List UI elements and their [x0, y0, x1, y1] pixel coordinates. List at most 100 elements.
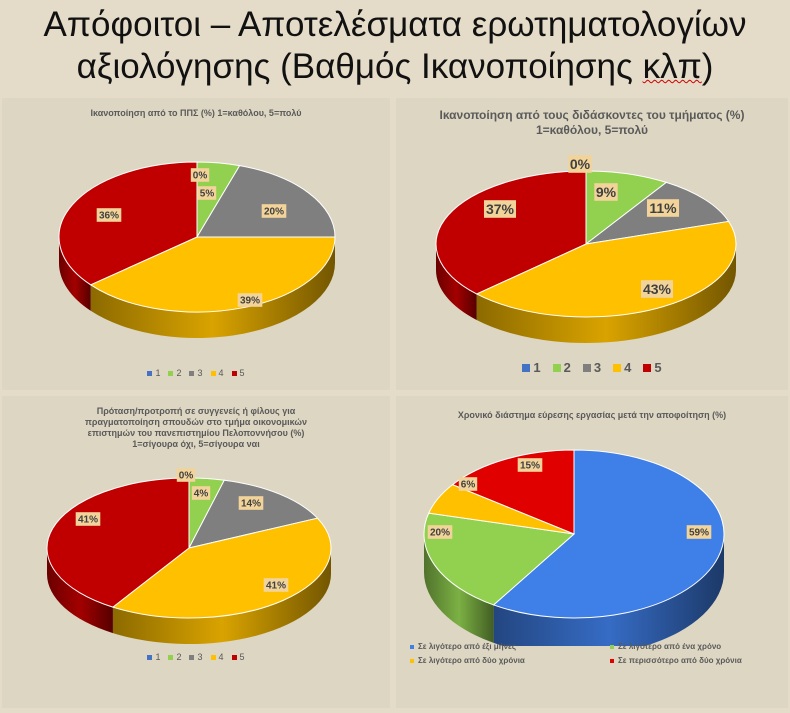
data-label-bg: [458, 477, 478, 491]
data-label: 11%: [649, 200, 677, 216]
data-label-bg: [75, 512, 101, 526]
data-label-bg: [483, 200, 517, 218]
legend-swatch: [168, 654, 174, 660]
pie-slice-3: [188, 479, 319, 549]
pie-side-4: [112, 548, 331, 644]
data-label-bg: [594, 183, 618, 201]
legend-item: 2: [168, 368, 181, 378]
chart-panel-2: Ικανοποίηση από τους διδάσκοντες του τμή…: [396, 98, 788, 390]
chart2-title-text: Ικανοποίηση από τους διδάσκοντες του τμή…: [439, 108, 745, 137]
legend-label: 4: [218, 652, 224, 662]
pie-slice-1: [492, 449, 725, 619]
legend-swatch: [189, 370, 195, 376]
chart3-title: Πρόταση/προτροπή σε συγγενείς ή φίλους γ…: [2, 406, 390, 450]
data-label: 37%: [486, 201, 515, 217]
legend-label: 2: [176, 652, 182, 662]
chart-panel-4: Χρονικό διάστημα εύρεσης εργασίας μετά τ…: [396, 396, 788, 708]
legend-item: 5: [643, 360, 662, 375]
legend-item: 4: [210, 652, 224, 662]
pie-slice-5: [435, 170, 587, 295]
pie-slice-2: [423, 512, 576, 606]
legend-item: 2: [552, 360, 571, 375]
data-label: 39%: [240, 296, 260, 307]
chart4-legend: Σε λιγότερο από έξι μήνες Σε λιγότερο από…: [396, 638, 788, 668]
legend-item: Σε περισσότερο από δύο χρόνια: [610, 656, 742, 665]
legend-swatch: [610, 658, 614, 663]
legend-swatch: [410, 658, 414, 663]
legend-swatch: [643, 363, 652, 372]
chart2-pie: 0% 9% 11% 43% 37%: [435, 155, 737, 343]
data-label-bg: [238, 496, 264, 510]
data-label-bg: [427, 525, 453, 539]
pie-labels: 59% 20% 6% 15%: [427, 458, 712, 539]
chart2-legend: 1 2 3 4 5: [396, 360, 788, 375]
chart3-title-line: 1=σίγουρα όχι, 5=σίγουρα ναι: [132, 439, 260, 449]
legend-item: 2: [168, 652, 181, 662]
legend-item: 5: [231, 368, 245, 378]
legend-label: 4: [624, 360, 632, 375]
pie-side-4: [476, 244, 736, 343]
title-line2-prefix: αξιολόγησης (Βαθμός Ικανοποίησης: [76, 47, 643, 86]
data-label: 0%: [570, 156, 591, 172]
data-label-bg: [197, 186, 217, 200]
legend-swatch: [410, 644, 414, 649]
legend-label: 2: [176, 368, 182, 378]
legend-label: Σε λιγότερο από δύο χρόνια: [418, 656, 525, 665]
pie-labels: 0% 9% 11% 43% 37%: [483, 155, 680, 298]
data-label-bg: [640, 280, 674, 298]
slide-title-line2: αξιολόγησης (Βαθμός Ικανοποίησης κλπ): [0, 46, 790, 88]
legend-label: 2: [563, 360, 571, 375]
legend-swatch: [231, 654, 237, 660]
legend-swatch: [552, 363, 561, 372]
data-label: 15%: [520, 461, 540, 472]
data-label: 9%: [596, 184, 617, 200]
data-label: 14%: [241, 499, 261, 510]
data-label-bg: [517, 458, 543, 472]
legend-label: 3: [197, 652, 203, 662]
chart3-title-line: πραγματοποίηση σπουδών στο τμήμα οικονομ…: [85, 417, 307, 427]
data-label-bg: [176, 468, 196, 482]
chart1-legend: 1 2 3 4 5: [2, 368, 390, 378]
chart-panel-1: Ικανοποίηση από το ΠΠΣ (%) 1=καθόλου, 5=…: [2, 98, 390, 390]
chart4-pie: 59% 20% 6% 15%: [423, 449, 725, 646]
pie-slice-5: [58, 161, 198, 286]
legend-item: 1: [522, 360, 541, 375]
legend-item: Σε λιγότερο από έξι μήνες: [410, 642, 516, 651]
legend-label: 4: [218, 368, 224, 378]
legend-swatch: [610, 644, 614, 649]
pie-slice-3: [196, 165, 336, 238]
pie-side-4: [90, 237, 335, 338]
legend-swatch: [613, 363, 622, 372]
legend-swatch: [582, 363, 591, 372]
chart3-title-line: Πρόταση/προτροπή σε συγγενείς ή φίλους γ…: [96, 406, 296, 416]
chart3-pie: 0%4% 14% 41% 41%: [46, 468, 332, 644]
data-label-bg: [190, 168, 210, 182]
chart2-title: Ικανοποίηση από τους διδάσκοντες του τμή…: [416, 108, 768, 138]
pie-side-5: [436, 244, 477, 320]
pie-slice-4: [89, 236, 336, 313]
data-label: 41%: [78, 515, 98, 526]
data-label: 41%: [266, 581, 286, 592]
data-label: 4%: [194, 489, 209, 500]
pie-top: [46, 477, 332, 619]
pie-sides: [59, 237, 335, 338]
pie-side-5: [59, 237, 91, 311]
legend-item: Σε λιγότερο από δύο χρόνια: [410, 656, 525, 665]
legend-swatch: [210, 370, 216, 376]
legend-item: 3: [189, 368, 203, 378]
legend-item: 1: [147, 368, 160, 378]
pie-top: [435, 170, 737, 318]
legend-label: 5: [239, 368, 245, 378]
legend-label: 3: [593, 360, 602, 375]
legend-item: 3: [189, 652, 203, 662]
data-label: 20%: [430, 528, 450, 539]
legend-swatch: [147, 370, 153, 376]
legend-item: 4: [613, 360, 631, 375]
data-label: 20%: [264, 207, 284, 218]
pie-slice-4: [111, 517, 332, 619]
legend-swatch: [189, 654, 195, 660]
chart-panel-3: Πρόταση/προτροπή σε συγγενείς ή φίλους γ…: [2, 396, 390, 708]
data-label-bg: [263, 578, 289, 592]
legend-label: 5: [239, 652, 245, 662]
data-label: 0%: [193, 171, 208, 182]
